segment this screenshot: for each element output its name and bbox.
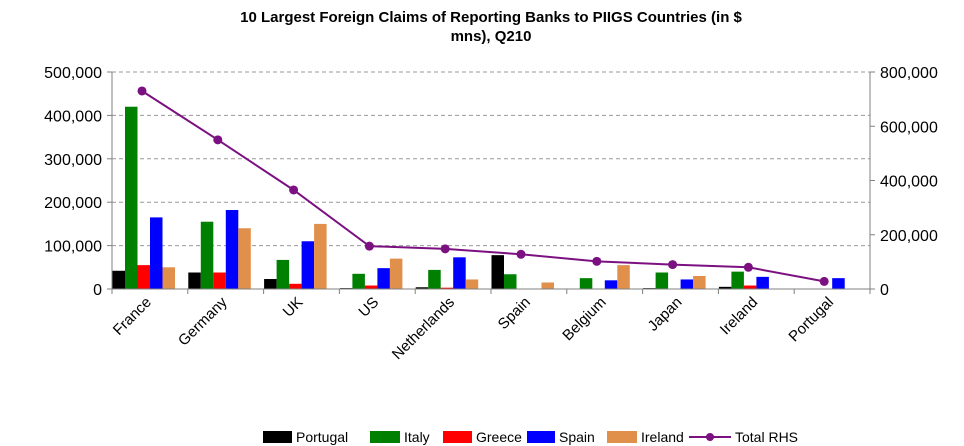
bar-ireland	[389, 258, 403, 289]
y-left-tick-label: 300,000	[44, 152, 102, 169]
y-left-tick-label: 400,000	[44, 108, 102, 125]
chart-title-line: mns), Q210	[451, 28, 532, 45]
legend-swatch	[443, 431, 472, 443]
bar-italy	[655, 272, 669, 289]
bar-portugal	[112, 270, 125, 289]
point-total-rhs	[440, 244, 450, 254]
legend-swatch	[607, 431, 637, 443]
bar-greece	[364, 285, 378, 289]
point-total-rhs	[668, 260, 678, 270]
legend-label: Greece	[476, 429, 522, 445]
bar-spain	[377, 268, 390, 289]
bar-italy	[125, 106, 138, 289]
legend-swatch	[370, 431, 400, 443]
y-right-tick-label: 0	[880, 282, 889, 299]
bar-spain	[225, 210, 239, 289]
bar-spain	[756, 276, 769, 289]
legend-label: Italy	[404, 429, 430, 445]
bar-greece	[440, 287, 454, 289]
bar-italy	[504, 274, 517, 289]
y-right-tick-label: 800,000	[880, 65, 938, 82]
x-category-label: France	[110, 294, 155, 339]
bar-ireland	[541, 282, 554, 289]
bar-italy	[352, 273, 365, 289]
bar-spain	[453, 257, 466, 289]
x-category-label: Belgium	[559, 294, 609, 344]
x-category-label: UK	[280, 294, 307, 321]
point-total-rhs	[364, 241, 374, 251]
point-total-rhs	[213, 135, 223, 145]
legend-label: Spain	[559, 429, 595, 445]
bar-portugal	[264, 279, 277, 289]
bar-italy	[428, 269, 441, 289]
point-total-rhs	[137, 86, 147, 96]
legend-label: Ireland	[641, 429, 684, 445]
x-category-label: US	[355, 294, 382, 321]
bar-italy	[200, 221, 214, 289]
legend-label: Total RHS	[735, 429, 798, 445]
legend-swatch	[527, 431, 555, 443]
bar-portugal	[718, 286, 732, 289]
x-category-label: Netherlands	[389, 294, 458, 363]
x-category-label: Ireland	[717, 294, 761, 338]
x-category-label: Germany	[175, 293, 231, 349]
bar-greece	[213, 272, 226, 289]
bar-spain	[680, 279, 694, 289]
legend-marker	[706, 433, 714, 441]
bar-ireland	[162, 267, 175, 289]
bar-ireland	[314, 223, 327, 289]
y-left-tick-label: 200,000	[44, 195, 102, 212]
point-total-rhs	[592, 256, 602, 266]
bar-ireland	[617, 265, 630, 289]
bar-greece	[289, 283, 302, 289]
bar-italy	[731, 271, 744, 289]
y-right-tick-label: 400,000	[880, 174, 938, 191]
bar-ireland	[238, 228, 251, 289]
bar-italy	[276, 259, 290, 289]
y-right-tick-label: 600,000	[880, 119, 938, 136]
x-category-label: Spain	[495, 294, 534, 333]
bar-portugal	[415, 287, 429, 289]
bar-portugal	[188, 272, 201, 289]
x-category-label: Japan	[645, 294, 686, 335]
legend-label: Portugal	[296, 429, 348, 445]
chart-title-line: 10 Largest Foreign Claims of Reporting B…	[240, 9, 742, 26]
line-total-rhs	[141, 90, 825, 283]
bar-spain	[150, 217, 163, 289]
y-left-tick-label: 0	[93, 282, 102, 299]
bar-spain	[301, 241, 315, 289]
point-total-rhs	[819, 276, 829, 286]
bar-italy	[579, 278, 593, 289]
bar-greece	[743, 285, 757, 289]
x-category-label: Portugal	[785, 294, 837, 346]
bar-greece	[137, 265, 150, 289]
bar-ireland	[465, 279, 479, 289]
y-right-tick-label: 200,000	[880, 228, 938, 245]
point-total-rhs	[289, 185, 299, 195]
bar-ireland	[693, 275, 706, 289]
y-left-tick-label: 100,000	[44, 239, 102, 256]
bar-spain	[604, 280, 618, 289]
legend-swatch	[263, 431, 292, 443]
point-total-rhs	[516, 249, 526, 259]
point-total-rhs	[743, 262, 753, 272]
y-left-tick-label: 500,000	[44, 65, 102, 82]
bar-portugal	[491, 255, 504, 289]
bar-spain	[832, 278, 845, 289]
